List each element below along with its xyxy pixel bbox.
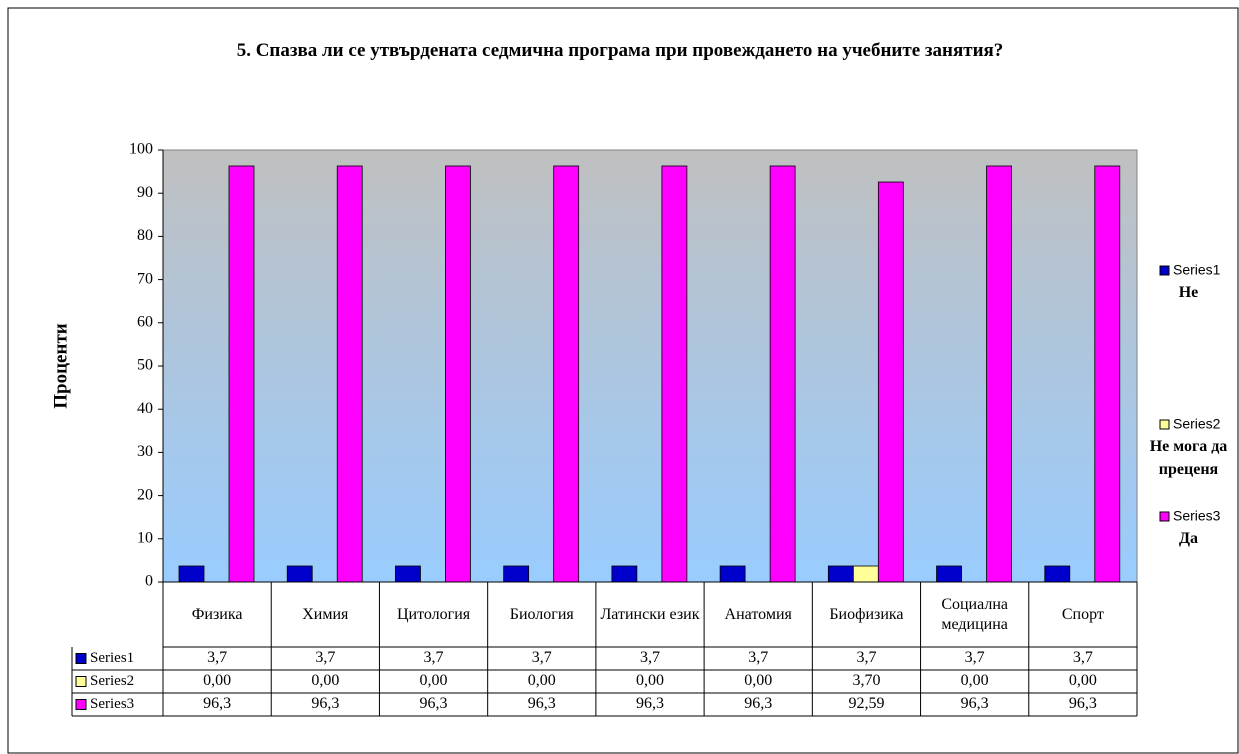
- y-tick-label: 10: [137, 529, 153, 546]
- bar: [769, 165, 796, 583]
- bar: [336, 165, 363, 583]
- table-value: 96,3: [1069, 695, 1097, 712]
- bar: [611, 565, 638, 583]
- x-tick-label-box: Спорт: [1061, 605, 1104, 623]
- bar: [228, 165, 255, 583]
- x-tick-label: Физика: [191, 605, 243, 623]
- x-tick-label: Биофизика: [829, 605, 904, 623]
- title-box: 5. Спазва ли се утвърдената седмична про…: [236, 40, 1004, 61]
- table-value: 3,7: [1073, 649, 1093, 666]
- y-tick-label: 80: [137, 227, 153, 244]
- table-series-name: Series3: [90, 696, 134, 712]
- x-tick-label: Латински език: [600, 605, 700, 623]
- table-value: 92,59: [848, 695, 884, 712]
- table-value: 0,00: [311, 672, 339, 689]
- table-value: 0,00: [636, 672, 664, 689]
- x-tick-label-box: Анатомия: [724, 605, 792, 623]
- table-value: 3,7: [640, 649, 660, 666]
- legend-note: Не: [1178, 284, 1199, 301]
- y-tick-label: 60: [137, 313, 153, 330]
- table-value: 0,00: [420, 672, 448, 689]
- table-value: 0,00: [203, 672, 231, 689]
- table-value: 96,3: [744, 695, 772, 712]
- bar: [445, 165, 471, 583]
- table-value: 96,3: [311, 695, 339, 712]
- bar: [1044, 565, 1071, 583]
- bar: [178, 565, 205, 583]
- legend-key: [1159, 419, 1170, 430]
- table-value: 3,7: [856, 649, 876, 666]
- table-legend-key: [75, 676, 87, 687]
- bar: [986, 165, 1012, 583]
- plot-area: [162, 149, 1138, 583]
- legend-note-box: Да: [1178, 530, 1198, 547]
- table-value: 0,00: [1069, 672, 1097, 689]
- table-value: 0,00: [528, 672, 556, 689]
- y-tick-label: 40: [137, 400, 153, 417]
- x-tick-label: Социална медицина: [941, 595, 1008, 633]
- table-value: 96,3: [636, 695, 664, 712]
- table-value: 3,7: [965, 649, 985, 666]
- y-tick-label: 90: [137, 184, 153, 201]
- x-tick-label: Химия: [302, 605, 349, 623]
- bar: [877, 181, 904, 583]
- bar: [827, 565, 854, 583]
- y-tick-label: 30: [137, 443, 153, 460]
- table-legend-key: [75, 699, 87, 710]
- table-value: 3,7: [748, 649, 768, 666]
- x-tick-label-box: Химия: [302, 605, 349, 623]
- bar: [661, 165, 688, 583]
- table-value: 3,7: [315, 649, 335, 666]
- bar: [553, 165, 580, 583]
- table-value: 3,7: [424, 649, 444, 666]
- y-tick-label: 50: [137, 357, 153, 374]
- table-value: 96,3: [528, 695, 556, 712]
- legend-key: [1159, 265, 1170, 276]
- bar: [395, 565, 421, 583]
- y-axis-label: Проценти: [50, 323, 71, 409]
- x-tick-label-box: Цитология: [396, 605, 471, 623]
- table-value: 96,3: [203, 695, 231, 712]
- bar: [286, 565, 313, 583]
- x-tick-label: Спорт: [1061, 605, 1104, 623]
- y-tick-label: 0: [145, 573, 153, 590]
- bar: [503, 565, 530, 583]
- bar: [1094, 165, 1121, 583]
- table-value: 3,7: [207, 649, 227, 666]
- table-value: 3,7: [532, 649, 552, 666]
- bar: [852, 565, 879, 583]
- table-legend-key: [75, 653, 87, 664]
- table-series-name: Series1: [90, 650, 134, 666]
- legend-label: Series2: [1173, 416, 1221, 432]
- y-tick-label: 20: [137, 486, 153, 503]
- x-tick-label-box: Социална медицина: [941, 595, 1008, 633]
- x-tick-label-box: Биология: [509, 605, 574, 623]
- legend-note: Не мога да преценя: [1149, 438, 1228, 478]
- table-value: 3,70: [852, 672, 880, 689]
- table-value: 0,00: [961, 672, 989, 689]
- x-tick-label: Биология: [509, 605, 574, 623]
- table-value: 96,3: [420, 695, 448, 712]
- chart-title: 5. Спазва ли се утвърдената седмична про…: [236, 40, 1004, 61]
- legend-label: Series3: [1173, 508, 1221, 524]
- table-series-name: Series2: [90, 673, 134, 689]
- bar: [936, 565, 962, 583]
- legend-key: [1159, 511, 1170, 522]
- legend-note-box: Не: [1178, 284, 1199, 301]
- x-tick-label: Цитология: [396, 605, 471, 623]
- table-value: 0,00: [744, 672, 772, 689]
- bar: [719, 565, 746, 583]
- legend-note-box: Не мога да преценя: [1149, 438, 1228, 478]
- y-tick-label: 100: [129, 141, 153, 158]
- legend-label: Series1: [1173, 262, 1221, 278]
- y-tick-label: 70: [137, 270, 153, 287]
- legend-note: Да: [1178, 530, 1198, 547]
- x-tick-label-box: Латински език: [600, 605, 700, 623]
- x-tick-label: Анатомия: [724, 605, 792, 623]
- x-tick-label-box: Биофизика: [829, 605, 904, 623]
- x-tick-label-box: Физика: [191, 605, 243, 623]
- table-value: 96,3: [961, 695, 989, 712]
